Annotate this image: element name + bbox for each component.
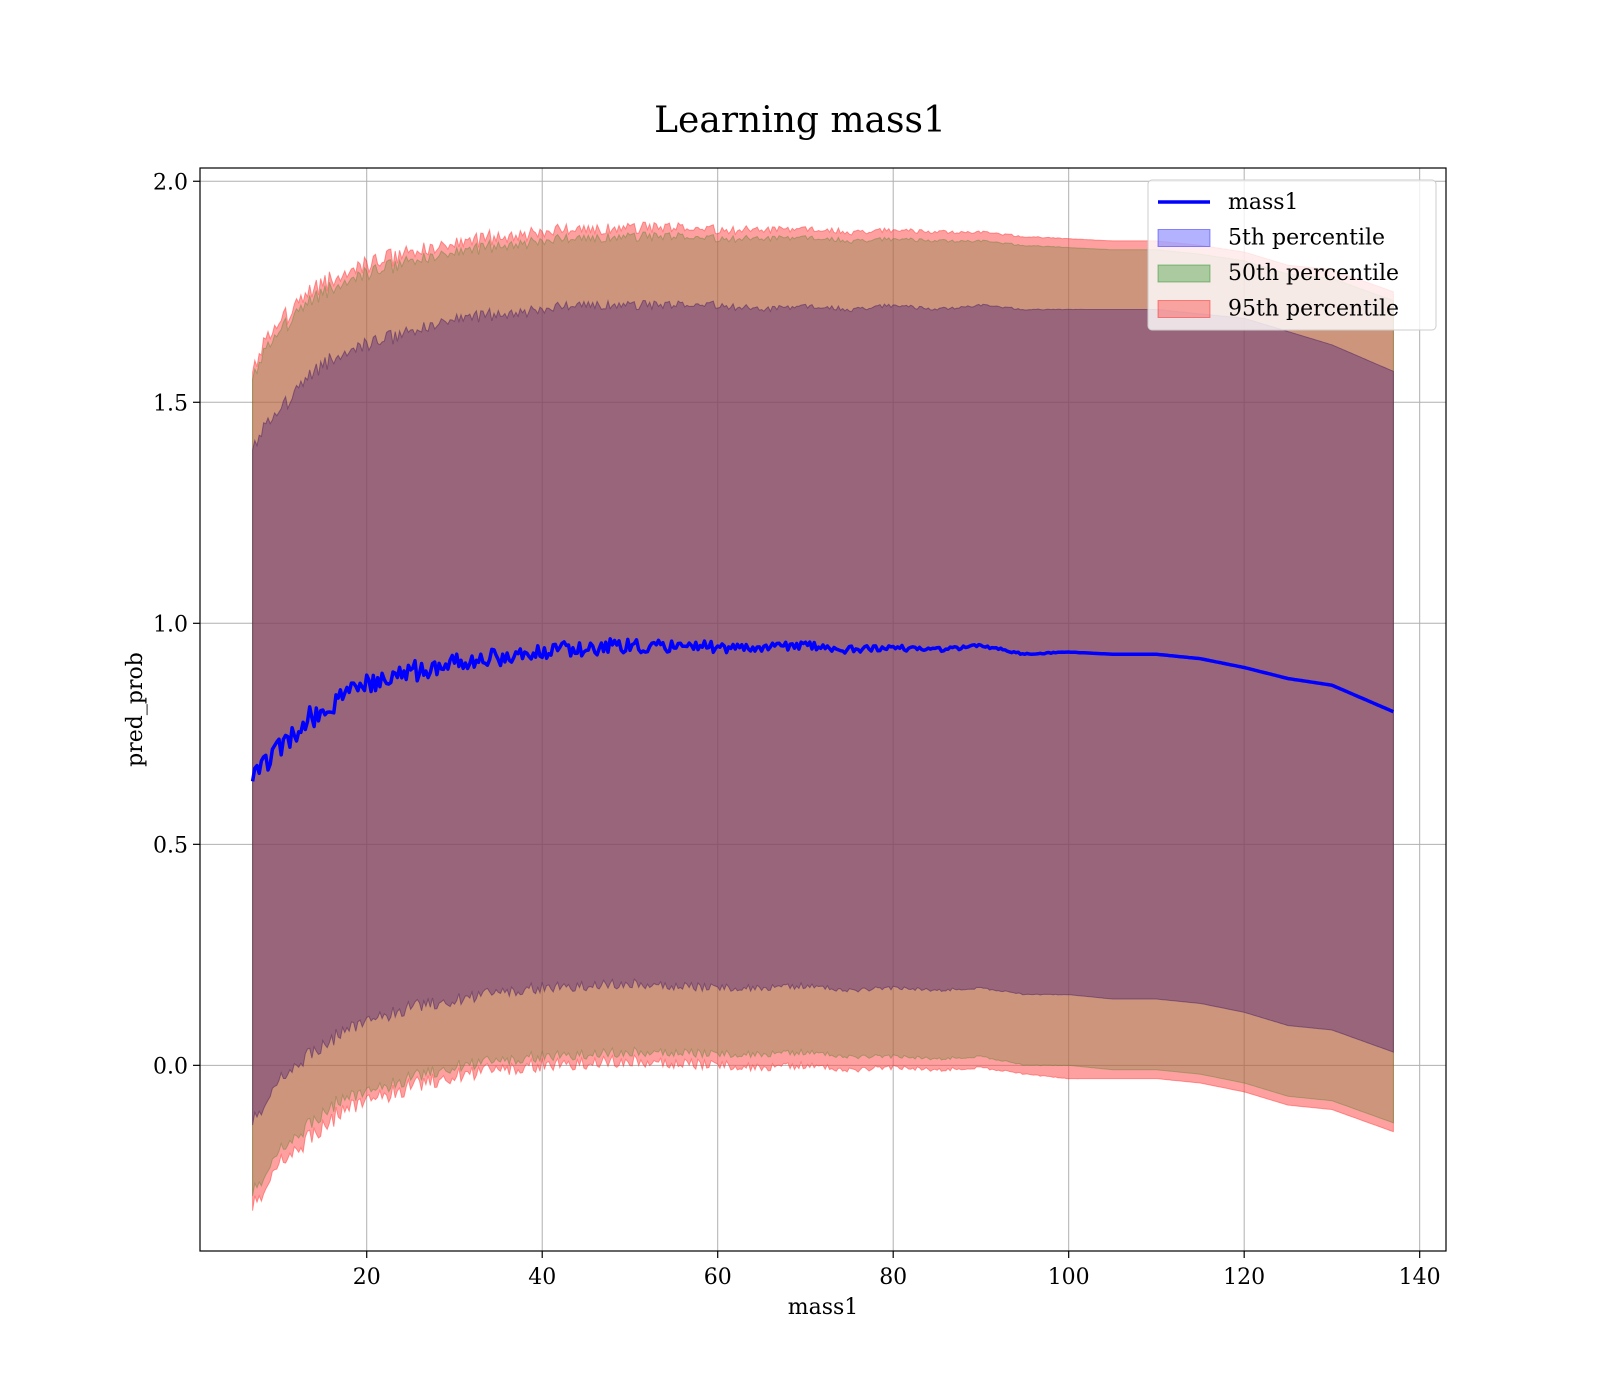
y-axis-label: pred_prob <box>123 652 148 767</box>
x-tick-label: 100 <box>1048 1265 1090 1290</box>
x-tick-label: 20 <box>353 1265 381 1290</box>
x-tick-label: 140 <box>1399 1265 1441 1290</box>
legend: mass1 5th percentile 50th percentile 95th p… <box>1147 179 1437 331</box>
plot-frame <box>199 167 1447 1252</box>
y-tick-label: 0.5 <box>153 833 188 858</box>
series-line-mass1 <box>250 637 1395 782</box>
legend-label: 50th percentile <box>1228 261 1399 286</box>
chart-title: Learning mass1 <box>654 100 946 141</box>
legend-swatch-patch <box>1157 300 1211 318</box>
y-tick-label: 2.0 <box>153 170 188 195</box>
legend-label: mass1 <box>1228 190 1299 215</box>
legend-box <box>1147 179 1437 331</box>
band-5th-percentile <box>252 299 1394 1126</box>
y-tick-label: 0.0 <box>153 1054 188 1079</box>
legend-label: 5th percentile <box>1228 226 1385 251</box>
x-tick-label: 120 <box>1223 1265 1265 1290</box>
x-axis-label: mass1 <box>788 1295 859 1320</box>
x-tick-label: 80 <box>879 1265 907 1290</box>
x-tick-label: 60 <box>704 1265 732 1290</box>
legend-label: 95th percentile <box>1228 297 1399 322</box>
y-tick-label: 1.0 <box>153 612 188 637</box>
band-95th-overlay <box>252 222 1394 1211</box>
grid-lines <box>200 168 1446 1251</box>
legend-swatch-patch <box>1157 229 1211 247</box>
legend-swatch-patch <box>1157 264 1211 283</box>
x-tick-label: 40 <box>528 1265 556 1290</box>
y-tick-label: 1.5 <box>153 391 188 416</box>
